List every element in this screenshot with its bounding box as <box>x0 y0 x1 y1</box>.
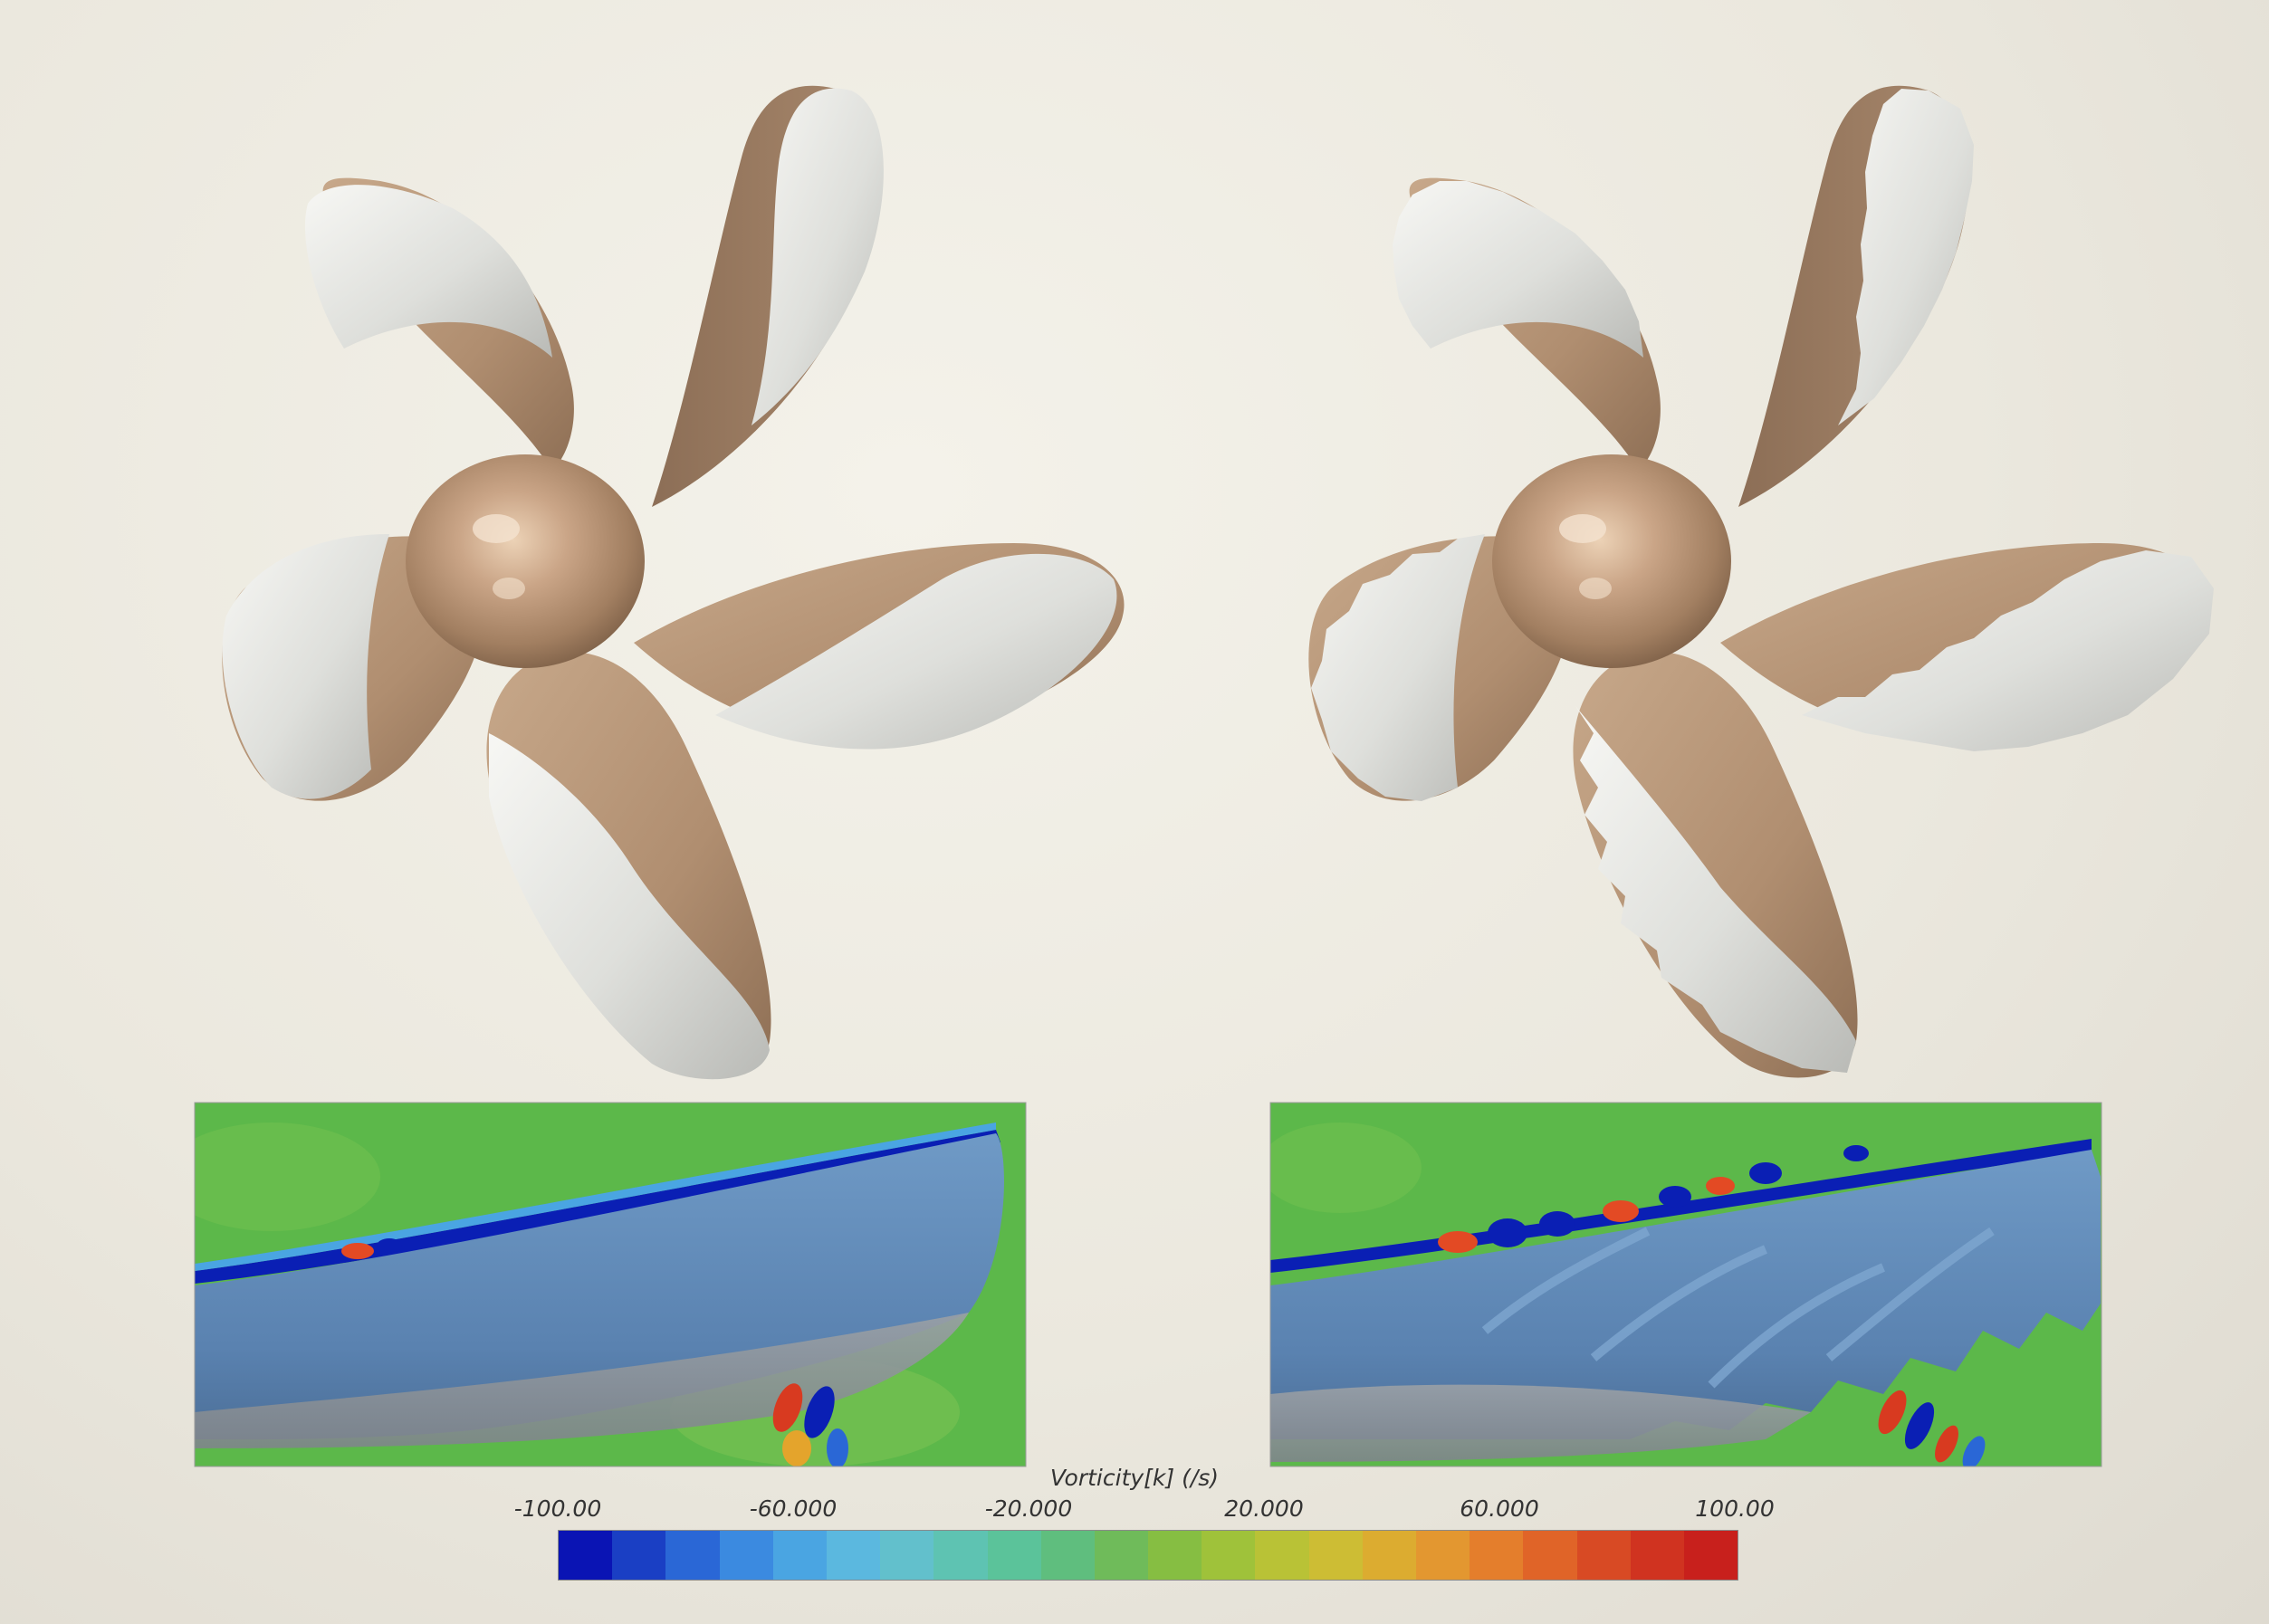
wake-vortex-blue <box>804 1386 835 1438</box>
cavity-upper-right <box>752 88 884 425</box>
vortex-blob <box>1539 1211 1575 1237</box>
shear-layer-halo <box>195 1122 996 1271</box>
vortex-blob <box>1706 1177 1735 1195</box>
wake-vortex-blue <box>1962 1436 1986 1466</box>
cavity-right <box>1802 550 2214 751</box>
colorbar-segment <box>933 1531 988 1580</box>
colorbar-segment <box>665 1531 720 1580</box>
colorbar-tick-label: 20.000 <box>1224 1495 1304 1522</box>
colorbar-segment <box>987 1531 1041 1580</box>
cavity-left <box>222 534 389 799</box>
colorbar-segment <box>880 1531 934 1580</box>
colorbar-segment <box>1094 1531 1149 1580</box>
vortex-blob <box>1749 1162 1782 1184</box>
colorbar-tick-label: -20.000 <box>984 1495 1073 1522</box>
wake-vortex-orange <box>782 1430 811 1466</box>
colorbar-tick-label: 60.000 <box>1460 1495 1539 1522</box>
colorbar-segment <box>1630 1531 1684 1580</box>
hub <box>1492 454 1731 668</box>
cavity-upper-left <box>304 185 552 358</box>
vortex-blob <box>1438 1231 1478 1253</box>
colorbar-segment <box>612 1531 666 1580</box>
vortex-blob <box>1488 1218 1527 1247</box>
vortex-blob <box>377 1238 402 1253</box>
vortex-blob <box>1843 1145 1869 1161</box>
colorbar-segment <box>1416 1531 1470 1580</box>
colorbar-tick-label: -100.00 <box>513 1495 602 1522</box>
colorbar-tick-label: 100.00 <box>1695 1495 1775 1522</box>
hub-highlight <box>1579 578 1612 599</box>
colorbar-segment <box>1470 1531 1524 1580</box>
corrugation-ridge <box>1481 1227 1651 1334</box>
colorbar-segment <box>559 1531 613 1580</box>
corrugation-ridge <box>1825 1227 1995 1361</box>
colorbar-segment <box>826 1531 881 1580</box>
colorbar-segment <box>1040 1531 1095 1580</box>
vortex-blob <box>1659 1186 1691 1208</box>
colorbar-segment <box>1148 1531 1202 1580</box>
colorbar-segment <box>1362 1531 1416 1580</box>
colorbar-segment <box>1576 1531 1631 1580</box>
corrugation-ridge <box>1708 1263 1885 1389</box>
colorbar-tick-label: -60.000 <box>749 1495 838 1522</box>
cavity-right <box>715 553 1117 750</box>
colorbar-segment <box>1523 1531 1577 1580</box>
vortex-blob <box>341 1243 374 1259</box>
blade-edge <box>1270 1384 1811 1462</box>
field-patch <box>195 1122 380 1231</box>
colorbar-segment <box>1683 1531 1738 1580</box>
cavity-upper-left <box>1393 181 1643 358</box>
colorbar-segment <box>1308 1531 1363 1580</box>
vorticity-panel-corrugated <box>1270 1103 2101 1466</box>
hub-highlight <box>1559 514 1606 543</box>
field-patch <box>1270 1122 1422 1213</box>
hub-highlight <box>493 578 525 599</box>
wake-vortex-red <box>1878 1390 1907 1435</box>
vorticity-panel-frame <box>1269 1102 2102 1467</box>
hub <box>406 454 645 668</box>
colorbar-segment <box>719 1531 773 1580</box>
cavity-left <box>1311 534 1485 801</box>
cavity-upper-right <box>1838 89 1974 425</box>
corrugation-ridge <box>1590 1245 1767 1361</box>
colorbar-segment <box>1202 1531 1256 1580</box>
cavity-lower <box>1575 706 1856 1073</box>
vorticity-colorbar <box>558 1530 1738 1581</box>
colorbar-title: Vorticity[k] (/s) <box>1049 1465 1220 1491</box>
vortex-blob <box>1603 1200 1639 1222</box>
cavity-lower <box>489 733 770 1080</box>
colorbar-segment <box>772 1531 827 1580</box>
propeller-corrugated <box>1308 85 2214 1078</box>
vorticity-panel-frame <box>194 1102 1027 1467</box>
wake-vortex-blue <box>827 1428 848 1466</box>
wake-vortex-blue <box>1904 1402 1935 1449</box>
wake-vortex-red <box>772 1383 803 1432</box>
colorbar-segment <box>1255 1531 1309 1580</box>
propeller-smooth <box>222 85 1125 1080</box>
wake-vortex-red <box>1935 1425 1958 1463</box>
vorticity-panel-smooth <box>195 1103 1026 1466</box>
hub-highlight <box>473 514 520 543</box>
